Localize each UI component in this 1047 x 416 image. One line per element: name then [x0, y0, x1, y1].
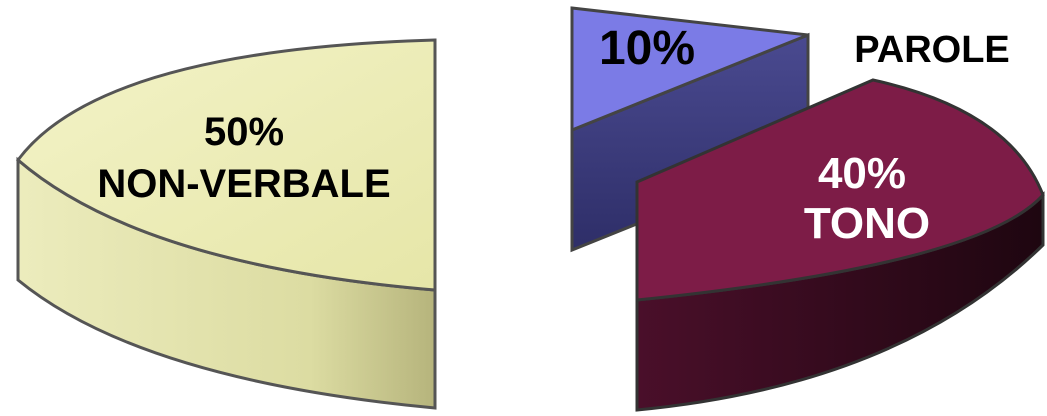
slice-parole-top [570, 6, 809, 133]
label-tono-pct: 40% [818, 149, 906, 198]
slice-tono-top [635, 78, 1045, 302]
label-nonverbale-name: NON-VERBALE [97, 162, 390, 206]
label-tono-name: TONO [804, 199, 930, 248]
label-parole-pct: 10% [599, 22, 695, 75]
slice-tono [635, 78, 1045, 412]
label-parole-name: PAROLE [854, 29, 1010, 71]
label-nonverbale-pct: 50% [204, 110, 284, 154]
slice-nonverbale [15, 38, 437, 410]
slice-nonverbale-top [15, 38, 437, 292]
